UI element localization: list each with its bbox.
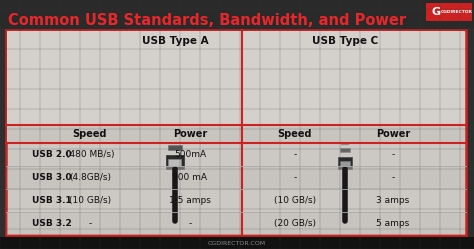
- Text: USB 2.0: USB 2.0: [32, 150, 72, 159]
- Text: -: -: [188, 219, 191, 228]
- Text: USB 3.0: USB 3.0: [32, 173, 72, 182]
- Text: -: -: [293, 173, 297, 182]
- Text: USB 3.2: USB 3.2: [32, 219, 72, 228]
- Bar: [426, 3, 472, 21]
- Bar: [0, 237, 474, 249]
- Text: 5 amps: 5 amps: [376, 219, 410, 228]
- Text: 900 mA: 900 mA: [173, 173, 208, 182]
- Bar: [168, 159, 182, 166]
- Text: CGDIRECTOR.COM: CGDIRECTOR.COM: [208, 241, 266, 246]
- Text: (4.8GB/s): (4.8GB/s): [69, 173, 111, 182]
- Text: Speed: Speed: [278, 129, 312, 139]
- Text: -: -: [293, 150, 297, 159]
- Text: Common USB Standards, Bandwidth, and Power: Common USB Standards, Bandwidth, and Pow…: [8, 13, 406, 28]
- Bar: [338, 157, 352, 169]
- Bar: [340, 161, 350, 166]
- Text: G: G: [432, 7, 441, 17]
- Text: Power: Power: [173, 129, 207, 139]
- Text: -: -: [392, 173, 395, 182]
- Bar: [7, 31, 465, 125]
- Text: USB Type C: USB Type C: [312, 36, 378, 46]
- Bar: [166, 155, 184, 169]
- Text: (20 GB/s): (20 GB/s): [274, 219, 316, 228]
- Text: USB 3.1: USB 3.1: [32, 196, 72, 205]
- Bar: [170, 138, 180, 142]
- Text: CGDIRECTOR: CGDIRECTOR: [441, 10, 473, 14]
- Bar: [341, 142, 349, 145]
- Text: -: -: [88, 219, 91, 228]
- Bar: [7, 212, 465, 235]
- Text: 500mA: 500mA: [174, 150, 206, 159]
- Text: Power: Power: [376, 129, 410, 139]
- Text: 3 amps: 3 amps: [376, 196, 410, 205]
- Bar: [7, 125, 465, 143]
- Text: Speed: Speed: [73, 129, 107, 139]
- Bar: [7, 166, 465, 189]
- Bar: [168, 145, 182, 150]
- Text: USB Type A: USB Type A: [142, 36, 208, 46]
- Text: (480 MB/s): (480 MB/s): [66, 150, 114, 159]
- Text: -: -: [392, 150, 395, 159]
- Bar: [0, 0, 474, 29]
- Text: (10 GB/s): (10 GB/s): [274, 196, 316, 205]
- Bar: [340, 148, 350, 152]
- Bar: [6, 30, 466, 235]
- Text: (10 GB/s): (10 GB/s): [69, 196, 111, 205]
- Text: 1.5 amps: 1.5 amps: [169, 196, 211, 205]
